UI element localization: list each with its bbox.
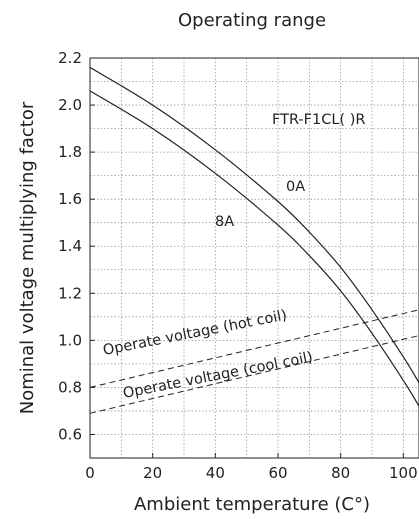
x-tick-label: 40 bbox=[206, 464, 225, 482]
x-axis-label: Ambient temperature (C°) bbox=[134, 494, 370, 515]
x-tick-label: 100 bbox=[389, 464, 418, 482]
plot-area bbox=[89, 66, 419, 414]
axis-ticks: 0 20 40 60 80 100 0.6 0.8 1.0 1.2 1.4 1.6 1.8 2.0 2.2 bbox=[58, 49, 418, 482]
grid bbox=[90, 58, 419, 458]
model-label: FTR-F1CL( )R bbox=[272, 112, 365, 128]
label-0a: 0A bbox=[286, 179, 305, 195]
y-tick-label: 1.2 bbox=[58, 284, 82, 302]
y-tick-label: 0.6 bbox=[58, 425, 82, 443]
y-tick-label: 0.8 bbox=[58, 378, 82, 396]
y-axis-label: Nominal voltage multiplying factor bbox=[17, 101, 38, 414]
chart-title: Operating range bbox=[178, 10, 326, 31]
series-line-3 bbox=[89, 335, 419, 414]
label-hot-coil: Operate voltage (hot coil) bbox=[102, 308, 289, 359]
label-8a: 8A bbox=[215, 214, 234, 230]
y-tick-label: 2.2 bbox=[58, 49, 82, 67]
y-tick-label: 1.8 bbox=[58, 143, 82, 161]
series-line-0 bbox=[89, 66, 419, 384]
series-line-2 bbox=[89, 309, 419, 388]
plot-frame bbox=[89, 57, 419, 459]
y-tick-label: 2.0 bbox=[58, 96, 82, 114]
x-tick-label: 20 bbox=[143, 464, 162, 482]
y-tick-label: 1.0 bbox=[58, 331, 82, 349]
x-tick-label: 60 bbox=[268, 464, 287, 482]
x-tick-label: 0 bbox=[85, 464, 95, 482]
series-line-1 bbox=[89, 90, 419, 407]
x-tick-label: 80 bbox=[331, 464, 350, 482]
y-tick-label: 1.6 bbox=[58, 190, 82, 208]
y-tick-label: 1.4 bbox=[58, 237, 82, 255]
